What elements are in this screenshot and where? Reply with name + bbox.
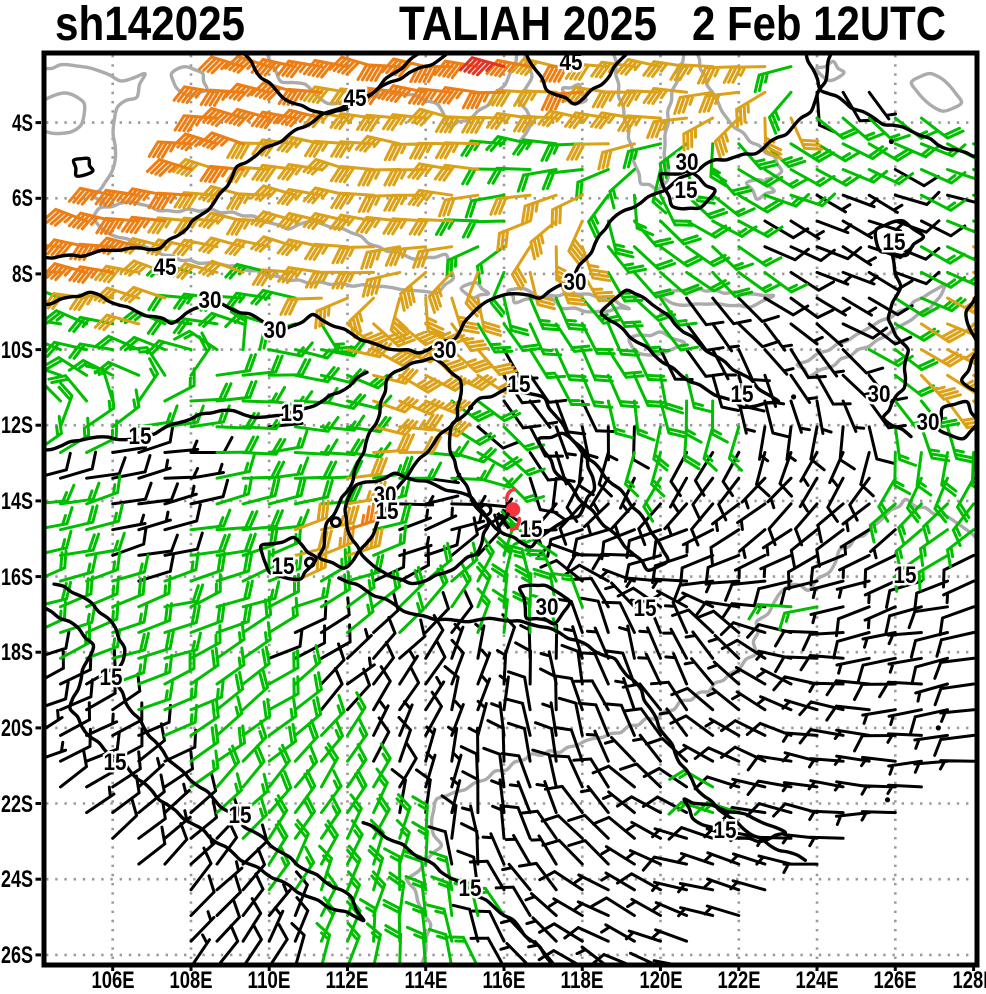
svg-text:14S: 14S xyxy=(1,488,33,515)
svg-text:26S: 26S xyxy=(1,942,33,969)
svg-text:45: 45 xyxy=(154,254,177,281)
svg-text:30: 30 xyxy=(199,287,222,314)
svg-text:15: 15 xyxy=(376,498,399,525)
svg-text:15: 15 xyxy=(508,371,531,398)
svg-text:15: 15 xyxy=(104,749,127,776)
svg-text:16S: 16S xyxy=(1,564,33,591)
svg-text:15: 15 xyxy=(731,381,754,408)
svg-text:6S: 6S xyxy=(12,185,33,212)
svg-text:sh142025: sh142025 xyxy=(55,0,245,51)
svg-text:15: 15 xyxy=(129,423,152,450)
svg-text:30: 30 xyxy=(434,337,457,364)
svg-text:20S: 20S xyxy=(1,715,33,742)
svg-text:30: 30 xyxy=(676,149,699,176)
svg-text:22S: 22S xyxy=(1,791,33,818)
svg-text:15: 15 xyxy=(894,562,917,589)
svg-text:15: 15 xyxy=(281,400,304,427)
svg-text:15: 15 xyxy=(714,817,737,844)
svg-text:4S: 4S xyxy=(12,110,33,137)
svg-text:15: 15 xyxy=(675,177,698,204)
svg-text:30: 30 xyxy=(536,594,559,621)
svg-text:18S: 18S xyxy=(1,639,33,666)
svg-text:TALIAH 2025: TALIAH 2025 xyxy=(399,0,657,51)
svg-text:30: 30 xyxy=(917,409,940,436)
svg-text:8S: 8S xyxy=(12,261,33,288)
svg-text:15: 15 xyxy=(229,802,252,829)
svg-text:15: 15 xyxy=(100,664,123,691)
svg-text:45: 45 xyxy=(344,85,367,112)
svg-text:12S: 12S xyxy=(1,412,33,439)
svg-text:24S: 24S xyxy=(1,866,33,893)
svg-text:15: 15 xyxy=(272,553,295,580)
svg-text:128E: 128E xyxy=(953,967,986,989)
svg-text:30: 30 xyxy=(264,317,287,344)
svg-text:15: 15 xyxy=(459,875,482,902)
svg-text:30: 30 xyxy=(868,381,891,408)
svg-text:30: 30 xyxy=(564,269,587,296)
svg-text:15: 15 xyxy=(883,229,906,256)
svg-text:15: 15 xyxy=(520,516,543,543)
svg-text:10S: 10S xyxy=(1,337,33,364)
svg-text:2 Feb 12UTC: 2 Feb 12UTC xyxy=(692,0,946,51)
svg-text:15: 15 xyxy=(634,595,657,622)
